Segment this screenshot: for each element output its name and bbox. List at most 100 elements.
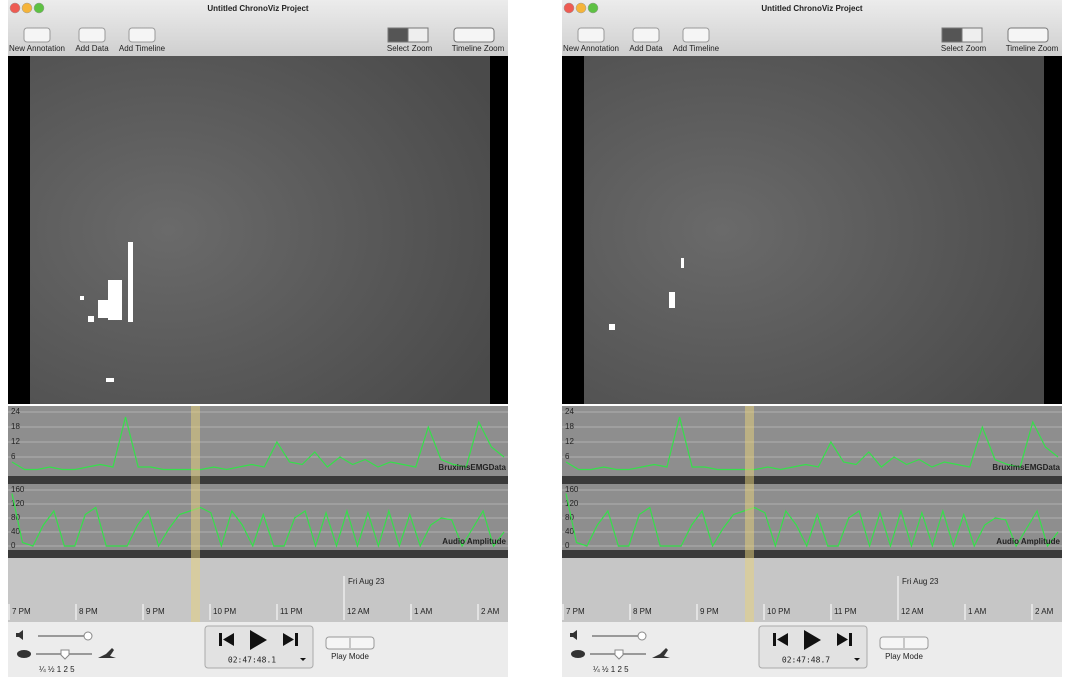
y-tick-label: 12 (565, 437, 574, 446)
timecode: 02:47:48.1 (228, 656, 276, 665)
hour-label: 11 PM (280, 607, 303, 616)
y-tick-label: 24 (565, 407, 574, 416)
video-overlay (609, 324, 615, 330)
hour-label: 1 AM (414, 607, 433, 616)
track-separator (8, 550, 508, 558)
zoom-button[interactable] (962, 28, 982, 42)
speed-labels: ¼ ½ 1 2 5 (593, 665, 629, 674)
screenshot: Untitled ChronoViz Project New Annotation… (0, 0, 1065, 677)
play-mode-label: Play Mode (331, 652, 369, 661)
hour-label: 9 PM (146, 607, 165, 616)
video-overlay (88, 316, 94, 322)
window: Untitled ChronoViz Project New Annotation… (562, 0, 1062, 677)
hour-label: 10 PM (213, 607, 236, 616)
video-frame (584, 56, 1044, 404)
y-tick-label: 0 (565, 541, 570, 550)
toolbar-button[interactable] (578, 28, 604, 42)
toolbar-button[interactable] (24, 28, 50, 42)
y-tick-label: 160 (565, 485, 579, 494)
video-overlay (80, 296, 84, 300)
hour-label: 8 PM (79, 607, 98, 616)
track-name: Audio Amplitude (996, 537, 1060, 546)
play-mode-label: Play Mode (885, 652, 923, 661)
zoom-button[interactable] (408, 28, 428, 42)
toolbar-label: Select (387, 44, 410, 53)
y-tick-label: 12 (11, 437, 20, 446)
hour-label: 11 PM (834, 607, 857, 616)
track-separator (562, 476, 1062, 484)
toolbar-label: New Annotation (9, 44, 65, 53)
toolbar-label: Add Timeline (119, 44, 166, 53)
video-overlay (98, 300, 108, 318)
hour-label: 1 AM (968, 607, 987, 616)
toolbar-label: Add Data (629, 44, 663, 53)
toolbar-label: Zoom (966, 44, 987, 53)
video-overlay (106, 378, 114, 382)
select-button[interactable] (942, 28, 962, 42)
slow-icon (17, 650, 31, 658)
toolbar-label: Add Data (75, 44, 109, 53)
video-overlay (108, 280, 122, 320)
window-button[interactable] (10, 3, 20, 13)
hour-label: 7 PM (566, 607, 585, 616)
y-tick-label: 160 (11, 485, 25, 494)
day-label: Fri Aug 23 (902, 577, 939, 586)
speed-labels: ¼ ½ 1 2 5 (39, 665, 75, 674)
volume-knob[interactable] (84, 632, 92, 640)
track-name: BruximsEMGData (438, 463, 506, 472)
y-tick-label: 6 (565, 452, 570, 461)
hour-label: 2 AM (481, 607, 500, 616)
window-button[interactable] (588, 3, 598, 13)
window: Untitled ChronoViz Project New Annotation… (8, 0, 508, 677)
y-tick-label: 18 (565, 422, 574, 431)
video-frame (30, 56, 490, 404)
window-button[interactable] (34, 3, 44, 13)
window-button[interactable] (576, 3, 586, 13)
hour-label: 8 PM (633, 607, 652, 616)
toolbar-label: New Annotation (563, 44, 619, 53)
toolbar-label: Select (941, 44, 964, 53)
window-title: Untitled ChronoViz Project (761, 4, 863, 13)
y-tick-label: 18 (11, 422, 20, 431)
toolbar-label: Add Timeline (673, 44, 720, 53)
toolbar-button[interactable] (683, 28, 709, 42)
y-tick-label: 0 (11, 541, 16, 550)
track-bg (562, 484, 1062, 550)
toolbar-label: Zoom (412, 44, 433, 53)
window-title: Untitled ChronoViz Project (207, 4, 309, 13)
select-button[interactable] (388, 28, 408, 42)
window-button[interactable] (22, 3, 32, 13)
volume-knob[interactable] (638, 632, 646, 640)
y-tick-label: 80 (11, 513, 20, 522)
hour-label: 7 PM (12, 607, 31, 616)
hour-label: 12 AM (901, 607, 924, 616)
y-tick-label: 24 (11, 407, 20, 416)
y-tick-label: 80 (565, 513, 574, 522)
timeline-zoom-button[interactable] (454, 28, 494, 42)
y-tick-label: 6 (11, 452, 16, 461)
slow-icon (571, 650, 585, 658)
hour-label: 10 PM (767, 607, 790, 616)
video-overlay (669, 292, 675, 308)
toolbar-label: Timeline Zoom (1006, 44, 1059, 53)
playhead[interactable] (191, 406, 200, 622)
day-label: Fri Aug 23 (348, 577, 385, 586)
hour-label: 12 AM (347, 607, 370, 616)
video-overlay (681, 258, 684, 268)
window-button[interactable] (564, 3, 574, 13)
track-separator (8, 476, 508, 484)
toolbar-label: Timeline Zoom (452, 44, 505, 53)
timeline-zoom-button[interactable] (1008, 28, 1048, 42)
video-overlay (128, 242, 133, 322)
track-name: BruximsEMGData (992, 463, 1060, 472)
track-name: Audio Amplitude (442, 537, 506, 546)
timecode: 02:47:48.7 (782, 656, 830, 665)
track-separator (562, 550, 1062, 558)
toolbar-button[interactable] (633, 28, 659, 42)
track-bg (8, 484, 508, 550)
hour-label: 9 PM (700, 607, 719, 616)
toolbar-button[interactable] (79, 28, 105, 42)
toolbar-button[interactable] (129, 28, 155, 42)
hour-label: 2 AM (1035, 607, 1054, 616)
playhead[interactable] (745, 406, 754, 622)
